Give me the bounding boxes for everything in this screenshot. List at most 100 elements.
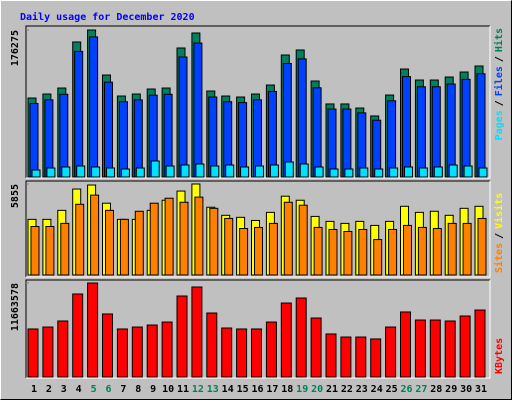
x-tick-label: 14: [222, 384, 234, 395]
bar: [224, 217, 234, 276]
x-tick-label: 31: [475, 384, 487, 395]
bar: [27, 328, 39, 378]
x-tick-label: 20: [311, 384, 323, 395]
bar: [116, 328, 128, 378]
x-tick-label: 29: [445, 384, 457, 395]
x-tick-label: 28: [430, 384, 442, 395]
bar: [476, 73, 486, 178]
bar: [283, 201, 293, 276]
bar: [102, 313, 113, 378]
bar: [417, 226, 427, 276]
bar: [477, 217, 487, 276]
x-tick-label: 25: [386, 384, 398, 395]
bar: [61, 166, 71, 178]
bar: [180, 164, 190, 178]
legend-label: KBytes: [494, 338, 505, 374]
bar: [459, 315, 471, 378]
bar: [387, 100, 397, 178]
bar: [312, 87, 322, 178]
bar: [59, 93, 69, 178]
x-tick-label: 21: [326, 384, 338, 395]
x-tick-label: 4: [76, 384, 82, 395]
bar: [340, 336, 352, 378]
bar: [106, 167, 115, 178]
x-tick-label: 11: [177, 384, 189, 395]
bar: [46, 167, 56, 178]
x-tick-label: 10: [162, 384, 174, 395]
bar: [385, 326, 397, 378]
bar: [310, 317, 322, 378]
x-tick-label: 22: [341, 384, 353, 395]
bar: [299, 163, 309, 178]
bar: [60, 222, 70, 276]
x-tick-label: 3: [61, 384, 67, 395]
bar: [150, 160, 160, 178]
bar: [414, 319, 426, 378]
bar: [120, 168, 130, 178]
bar: [135, 167, 145, 178]
y-tick-label: 176275: [10, 30, 21, 66]
bar: [269, 164, 279, 178]
bar: [298, 204, 308, 276]
bar: [42, 326, 54, 378]
bevel: [25, 25, 490, 178]
bar: [313, 226, 323, 276]
bar: [236, 328, 248, 378]
bar: [30, 226, 40, 276]
x-tick-label: 30: [460, 384, 472, 395]
bar: [416, 86, 426, 178]
bar: [267, 90, 277, 178]
legend: KBytes: [494, 338, 505, 374]
bar: [253, 99, 262, 178]
bevel: [25, 180, 490, 277]
bar: [193, 42, 203, 178]
bar: [44, 99, 54, 178]
bar: [373, 239, 383, 276]
bar: [448, 164, 458, 178]
x-tick-label: 23: [356, 384, 368, 395]
bar: [474, 309, 486, 378]
bevel: [25, 279, 490, 378]
x-tick-label: 27: [415, 384, 427, 395]
bar: [105, 209, 114, 276]
bar: [131, 326, 143, 378]
bar: [400, 311, 411, 378]
legend-separator: /: [494, 233, 505, 239]
bar: [118, 101, 128, 178]
x-tick-label: 7: [120, 384, 126, 395]
legend-label: Sites: [493, 243, 505, 273]
bar: [325, 333, 337, 378]
legend-label: Hits: [493, 28, 505, 52]
bar: [355, 336, 367, 378]
bar: [194, 196, 204, 276]
legend-label: Visits: [493, 193, 505, 229]
bar: [265, 321, 277, 378]
bar: [87, 282, 99, 378]
bar: [149, 202, 159, 276]
bar: [328, 228, 338, 276]
bar: [179, 201, 189, 276]
bar: [238, 102, 248, 178]
bevel: [26, 26, 491, 179]
bar: [255, 165, 264, 178]
bar: [221, 327, 233, 378]
bar: [478, 167, 488, 178]
bar: [433, 166, 443, 178]
x-tick-label: 13: [207, 384, 219, 395]
bar: [206, 312, 218, 378]
bar: [90, 194, 100, 276]
x-tick-label: 16: [251, 384, 263, 395]
bar: [72, 293, 84, 378]
y-tick-label: 11663578: [10, 283, 21, 331]
bar: [133, 99, 143, 178]
x-tick-label: 15: [237, 384, 249, 395]
bevel: [26, 280, 491, 379]
bar: [134, 210, 144, 276]
bar: [225, 164, 235, 178]
bar: [45, 226, 55, 276]
bar: [251, 328, 262, 378]
x-tick-label: 8: [135, 384, 141, 395]
bar: [359, 167, 369, 178]
